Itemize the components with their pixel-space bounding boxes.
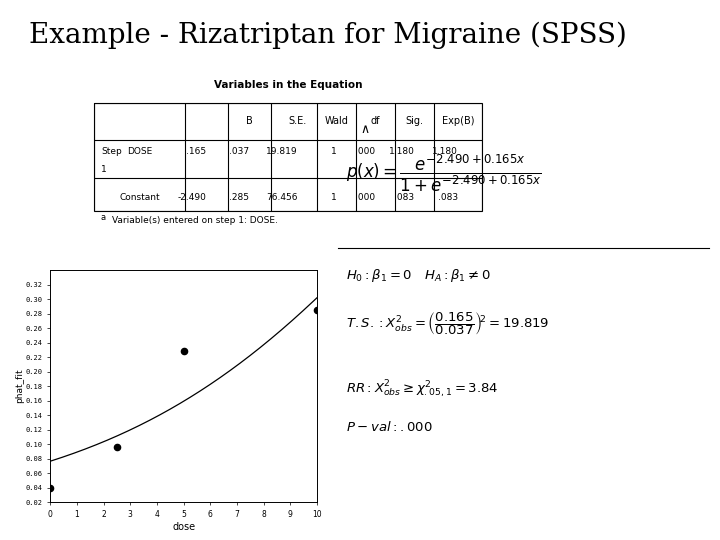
Text: B: B <box>246 117 253 126</box>
Text: Step: Step <box>102 147 122 156</box>
Text: Sig.: Sig. <box>405 117 423 126</box>
Text: Exp(B): Exp(B) <box>441 117 474 126</box>
Text: .083: .083 <box>395 193 415 201</box>
Text: .285: .285 <box>229 193 249 201</box>
Text: 1: 1 <box>331 147 337 156</box>
Text: .165: .165 <box>186 147 207 156</box>
Point <box>178 347 189 356</box>
Text: Constant: Constant <box>120 193 160 201</box>
Text: Variable(s) entered on step 1: DOSE.: Variable(s) entered on step 1: DOSE. <box>112 216 277 225</box>
Point <box>111 443 122 451</box>
Text: 76.456: 76.456 <box>266 193 298 201</box>
Text: a: a <box>101 213 106 222</box>
Point <box>45 483 56 492</box>
Text: $T.S.:X^2_{obs}=\left(\dfrac{0.165}{0.037}\right)^{\!2}=19.819$: $T.S.:X^2_{obs}=\left(\dfrac{0.165}{0.03… <box>346 310 549 338</box>
Text: $p(x)=\dfrac{e^{-2.490+0.165x}}{1+e^{-2.490+0.165x}}$: $p(x)=\dfrac{e^{-2.490+0.165x}}{1+e^{-2.… <box>346 152 541 193</box>
Text: .000: .000 <box>356 193 376 201</box>
Text: 1: 1 <box>102 165 107 174</box>
Text: S.E.: S.E. <box>289 117 307 126</box>
Point <box>311 306 323 314</box>
Text: DOSE: DOSE <box>127 147 152 156</box>
Text: $P-val:.000$: $P-val:.000$ <box>346 420 432 434</box>
Text: Example - Rizatriptan for Migraine (SPSS): Example - Rizatriptan for Migraine (SPSS… <box>29 22 626 49</box>
Text: .083: .083 <box>438 193 458 201</box>
Text: 1.180: 1.180 <box>389 147 415 156</box>
Text: 19.819: 19.819 <box>266 147 298 156</box>
Text: $RR:X^2_{obs}\geq\chi^2_{.05,1}=3.84$: $RR:X^2_{obs}\geq\chi^2_{.05,1}=3.84$ <box>346 378 498 400</box>
X-axis label: dose: dose <box>172 522 195 531</box>
Text: $\wedge$: $\wedge$ <box>360 123 369 136</box>
Text: Wald: Wald <box>325 117 348 126</box>
Text: $H_0:\beta_1=0 \quad H_A:\beta_1\neq 0$: $H_0:\beta_1=0 \quad H_A:\beta_1\neq 0$ <box>346 267 490 284</box>
Text: -2.490: -2.490 <box>177 193 207 201</box>
Text: df: df <box>371 117 380 126</box>
Text: 1: 1 <box>331 193 337 201</box>
Text: .000: .000 <box>356 147 376 156</box>
Text: 1.180: 1.180 <box>432 147 458 156</box>
Y-axis label: phat_fit: phat_fit <box>15 369 24 403</box>
Text: .037: .037 <box>229 147 249 156</box>
Text: Variables in the Equation: Variables in the Equation <box>214 79 362 90</box>
